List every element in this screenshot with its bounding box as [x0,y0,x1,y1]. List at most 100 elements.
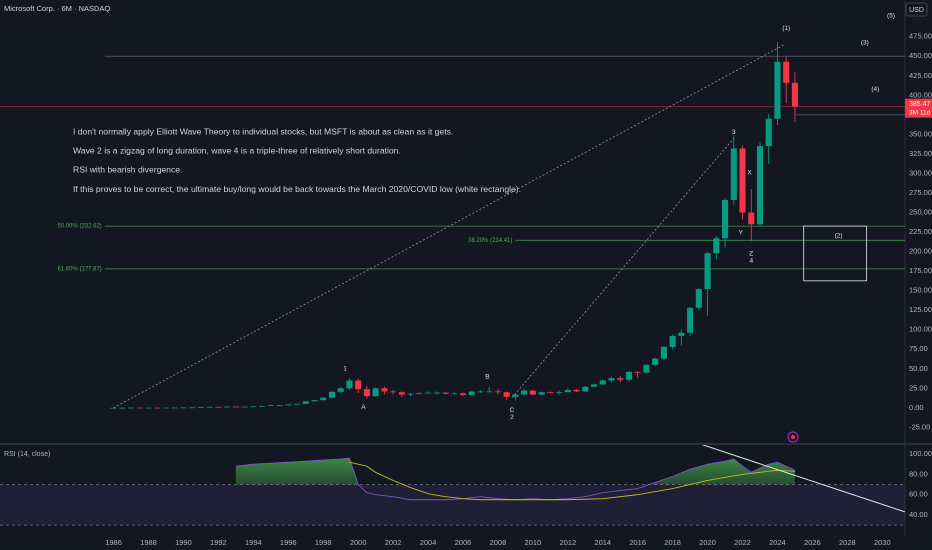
y-tick-label: 150.00 [909,286,932,295]
candle-body [590,384,598,387]
currency-button[interactable] [905,2,928,17]
currency-label[interactable]: USD [909,7,924,14]
wave-label: 3 [732,129,736,136]
annotation-text: If this proves to be correct, the ultima… [73,184,521,194]
candle-body [748,212,755,225]
target-rectangle [803,225,868,282]
x-tick-label: 2000 [350,538,367,547]
candle-body [503,392,510,397]
fib-level-label: 61.80% (177.87) [57,266,101,272]
candle-body [171,407,178,409]
candle-body [180,407,187,409]
x-tick-label: 2024 [769,538,786,547]
x-tick-label: 2006 [455,538,472,547]
candle-body [416,392,423,394]
annotation-text: Wave 2 is a zigzag of long duration, wav… [73,145,401,155]
candle-body [372,388,379,397]
y-tick-label: 50.00 [909,364,928,373]
candle-body [730,148,737,201]
y-tick-label: 100.00 [909,325,932,334]
candle-body [302,401,309,404]
candle-body [127,407,135,409]
wave-label: (2) [835,233,843,240]
candle-body [215,406,222,408]
rsi-overbought-fill [235,458,795,485]
candle-body [494,391,501,393]
candle-body [599,380,606,385]
y-tick-label: 225.00 [909,227,932,236]
wave-label: Z [749,251,753,258]
x-tick-label: 1994 [245,538,262,547]
candle-body [398,392,405,395]
y-tick-label: 125.00 [909,305,932,314]
candle-body [232,406,239,408]
candle-body [704,253,711,290]
candle-body [477,391,484,393]
candle-body [765,118,772,147]
wave-label: Y [739,230,744,237]
candle-body [643,364,650,373]
wave-label: 4 [749,258,753,265]
trend-line [511,138,735,398]
candle-body [512,394,519,397]
x-tick-label: 2014 [594,538,611,547]
x-tick-label: 2022 [734,538,751,547]
candle-body [564,389,571,393]
y-tick-label: 250.00 [909,207,932,216]
candle-body [267,405,274,407]
candle-body [521,390,528,395]
candle-body [774,61,781,119]
candle-body [634,371,641,373]
candle-body [390,391,397,393]
candle-body [154,407,161,409]
rsi-tick-label: 40.00 [909,510,928,519]
candle-body [355,380,362,390]
trend-line [113,44,785,409]
wave-label: C [510,407,515,414]
wave-label: X [747,169,752,176]
logo-icon[interactable] [787,431,799,443]
y-tick-label: 475.00 [909,32,932,41]
x-tick-label: 1992 [210,538,227,547]
candle-body [556,392,563,394]
candle-body [337,388,344,392]
chart-title: Microsoft Corp. · 6M · NASDAQ [4,4,110,13]
fib-level-label: 38.20% (214.41) [468,238,512,244]
icon-dot[interactable] [791,435,795,439]
candle-body [197,406,204,408]
candle-body [608,378,615,381]
x-tick-label: 1986 [105,538,122,547]
x-tick-label: 2008 [490,538,507,547]
candle-body [224,406,231,408]
wave-label: (3) [861,40,869,47]
candle-body [617,378,624,380]
x-tick-label: 1996 [280,538,297,547]
candle-body [547,392,554,394]
annotation-text: RSI with bearish divergence. [73,165,182,175]
candle-body [468,391,475,395]
rsi-ma-line [349,461,795,501]
y-tick-label: 325.00 [909,149,932,158]
rsi-tick-label: 60.00 [909,490,928,499]
candle-body [320,397,327,401]
wave-label: A [361,404,366,411]
wave-label: 1 [343,365,347,372]
candle-body [276,405,283,407]
icon-ring[interactable] [787,431,799,443]
candle-body [110,407,117,409]
candle-body [285,404,292,406]
x-tick-label: 2026 [804,538,821,547]
y-tick-label: 0.00 [909,403,924,412]
x-tick-label: 2002 [385,538,402,547]
candle-body [459,393,467,395]
x-tick-label: 1998 [315,538,332,547]
fib-level-label: 50.00% (232.62) [57,224,101,230]
candle-body [582,386,589,392]
rsi-band [0,484,905,526]
candle-body [241,406,248,408]
candle-body [660,346,667,359]
candle-body [451,393,458,395]
rsi-line [235,457,796,501]
rsi-trend-line [701,445,905,513]
